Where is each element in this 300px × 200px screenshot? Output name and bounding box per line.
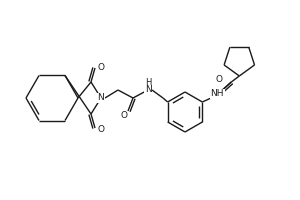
- Text: H: H: [145, 78, 151, 87]
- Text: N: N: [98, 94, 104, 102]
- Text: O: O: [98, 124, 105, 134]
- Text: NH: NH: [211, 90, 224, 98]
- Text: N: N: [145, 86, 152, 95]
- Text: O: O: [121, 112, 128, 120]
- Text: O: O: [98, 62, 105, 72]
- Text: O: O: [216, 75, 223, 84]
